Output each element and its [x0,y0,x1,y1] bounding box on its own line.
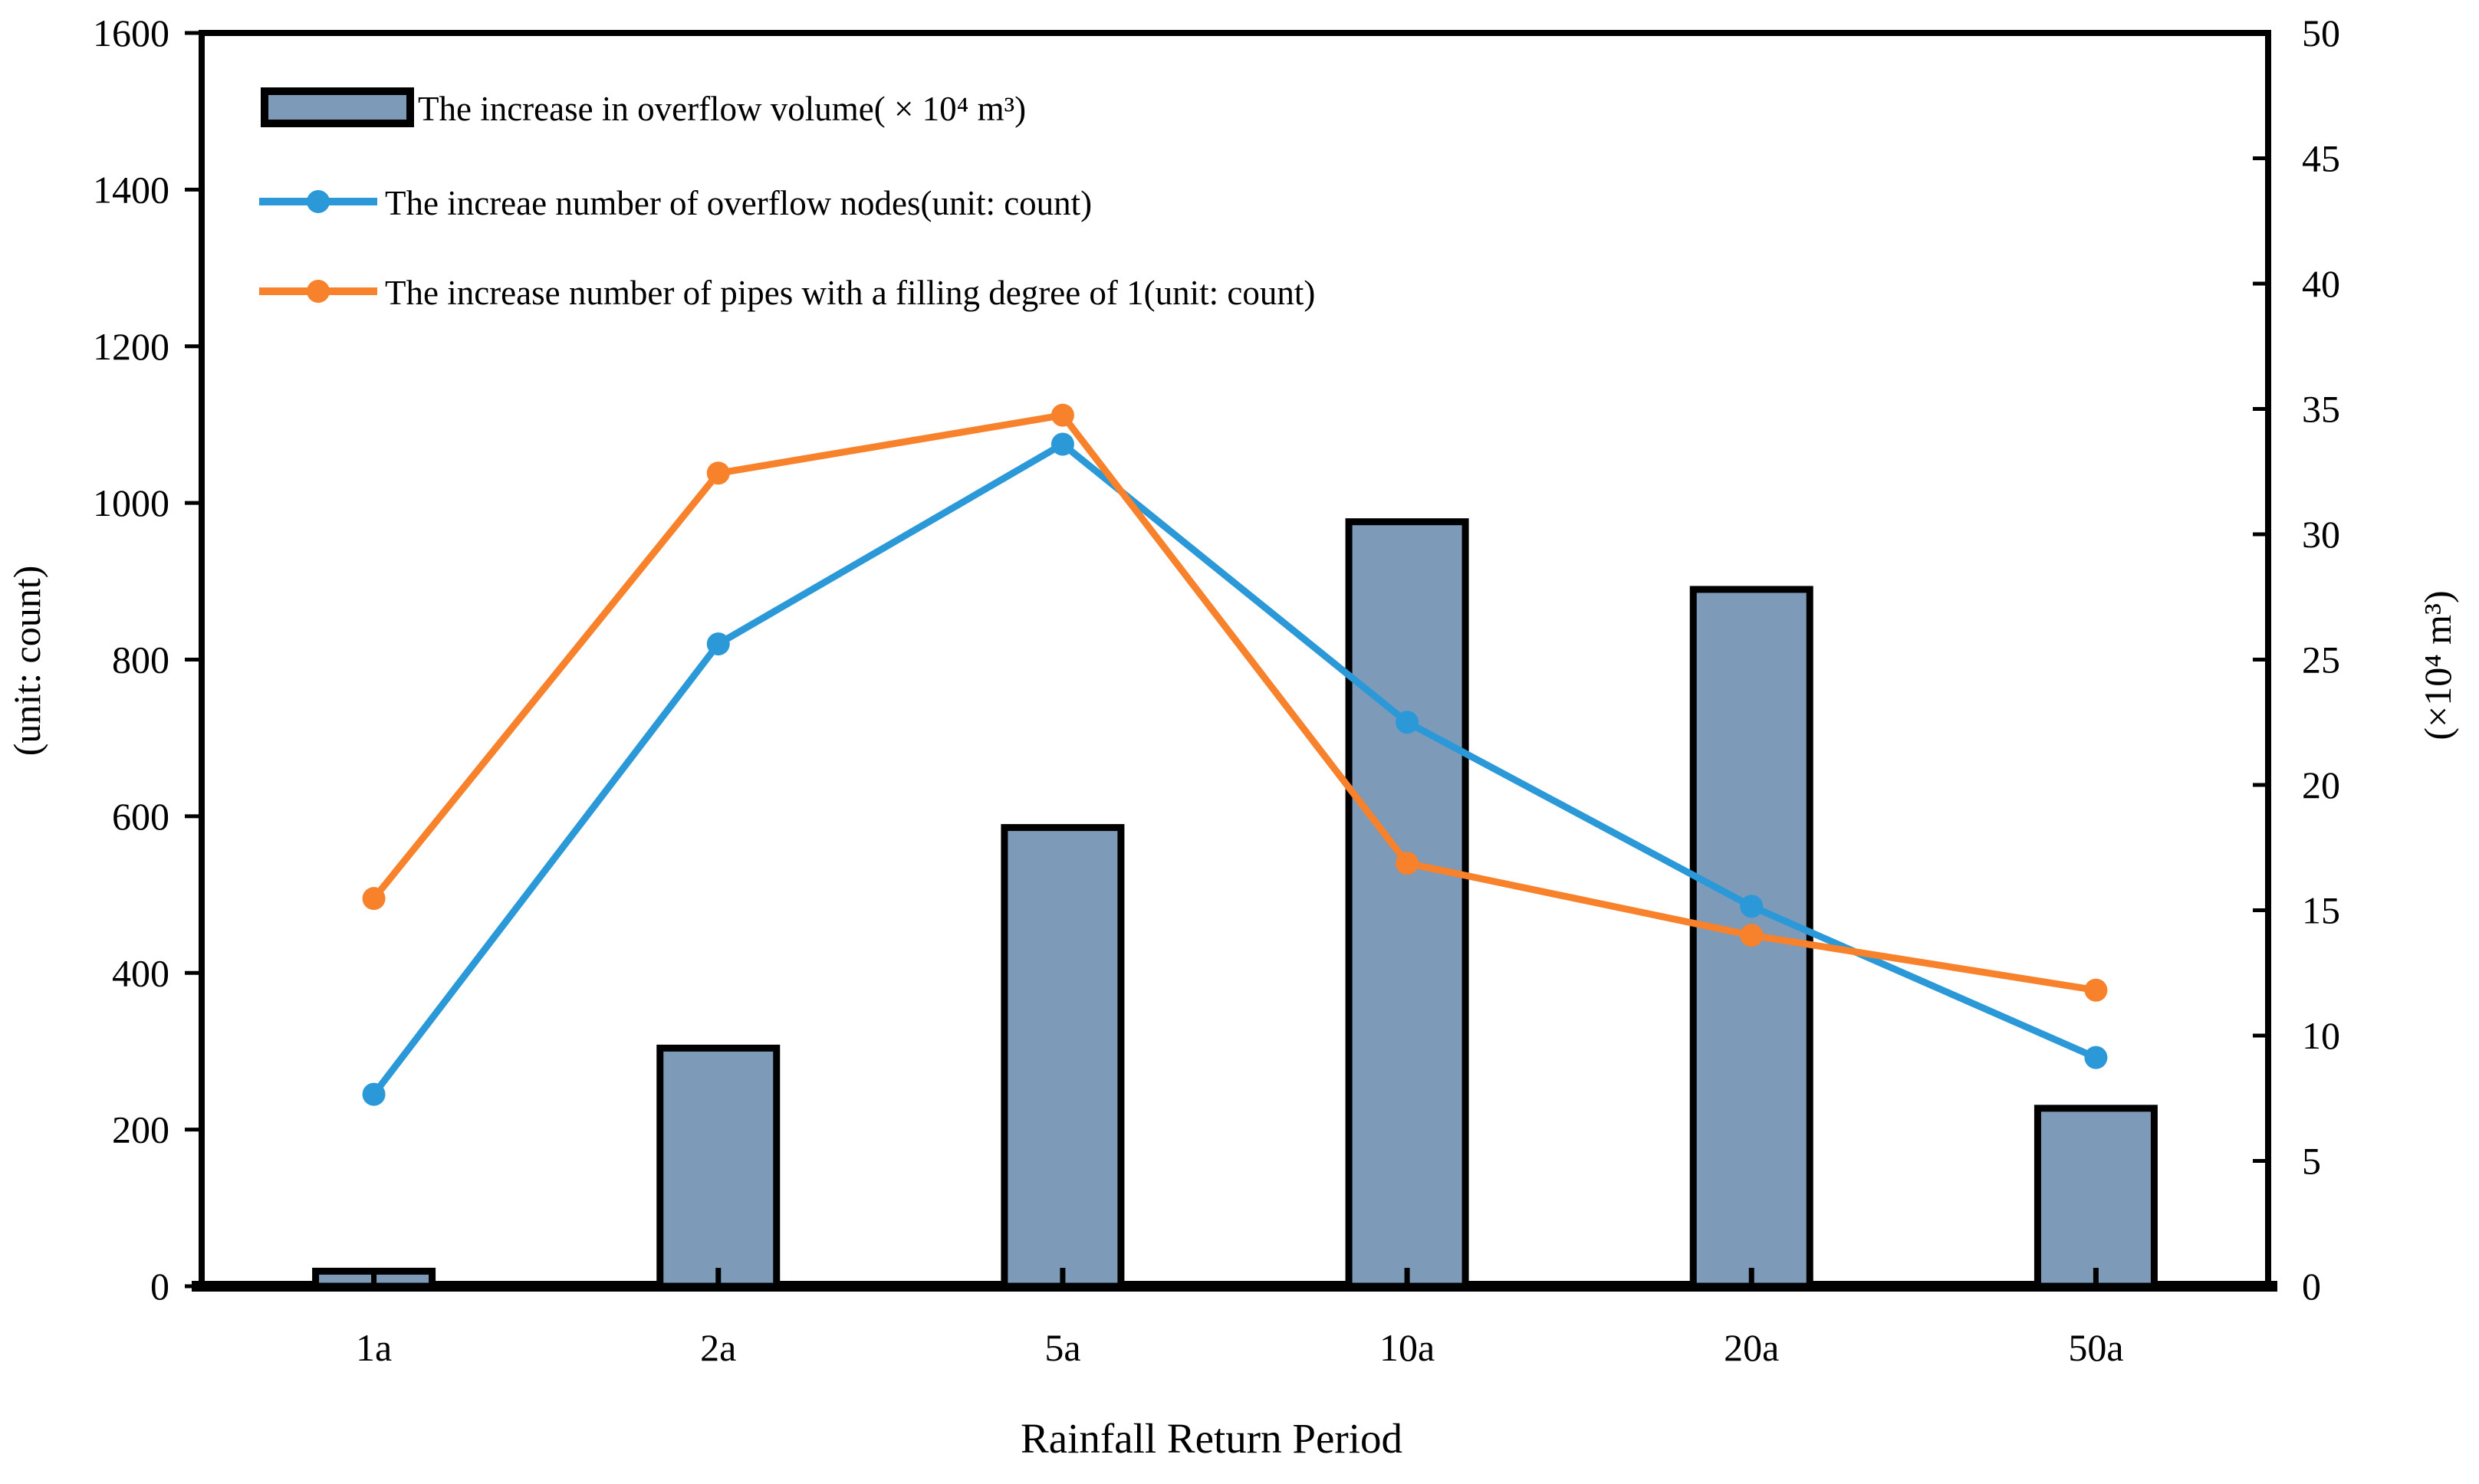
left-axis-tick-label: 1200 [93,325,169,368]
line-marker-50a [2084,978,2108,1002]
legend: The increase in overflow volume( × 10⁴ m… [259,87,1315,312]
bar-10a [1345,518,1469,1290]
legend-label-overflow-nodes: The increae number of overflow nodes(uni… [385,184,1092,222]
legend-label-overflow-volume: The increase in overflow volume( × 10⁴ m… [418,90,1026,128]
line-series [370,440,2099,1098]
left-axis-tick-label: 400 [112,951,169,994]
line-marker-2a [706,461,730,485]
right-axis-tick-label: 30 [2302,513,2340,556]
left-axis-tick-label: 600 [112,795,169,838]
right-axis-tick-label: 0 [2302,1265,2321,1308]
line-marker-20a [1740,895,1764,918]
right-axis-tick-label: 45 [2302,137,2340,180]
right-axis-tick-label: 20 [2302,763,2340,806]
left-axis-tick-label: 1600 [93,11,169,54]
x-axis-tick-label: 20a [1724,1326,1779,1369]
legend-marker-pipes [307,280,330,303]
line-series [370,412,2099,994]
left-axis-tick-label: 1000 [93,481,169,524]
right-axis-tick-label: 25 [2302,639,2340,681]
legend-marker-overflow-nodes [307,190,330,213]
right-axis-tick-label: 5 [2302,1140,2321,1183]
left-axis-tick-label: 200 [112,1108,169,1151]
line-marker-1a [362,1082,386,1106]
axis-ticks-layer: 0 200 400 600 800 1000 1200 1400 1600 0 5 10 15 20 25 3… [93,11,2340,1369]
bar-series-layer [312,518,2158,1290]
left-axis-tick-label: 1400 [93,168,169,211]
right-axis-tick-label: 40 [2302,262,2340,305]
x-axis-tick-label: 2a [700,1326,736,1369]
x-axis-tick-label: 10a [1379,1326,1435,1369]
left-axis-tick-label: 0 [150,1265,169,1308]
line-marker-10a [1396,711,1419,734]
x-axis-title: Rainfall Return Period [1021,1415,1402,1462]
left-axis-tick-label: 800 [112,639,169,681]
right-axis-tick-label: 35 [2302,388,2340,431]
x-axis-tick-label: 50a [2068,1326,2123,1369]
legend-label-pipes: The increase number of pipes with a fill… [385,274,1315,312]
line-marker-5a [1050,403,1074,427]
line-series-layer [362,403,2108,1106]
line-marker-10a [1396,852,1419,875]
bar-5a [1001,824,1125,1290]
line-marker-5a [1050,432,1074,456]
right-axis-tick-label: 50 [2302,11,2340,54]
left-axis-title: (unit: count) [5,566,48,757]
line-marker-20a [1740,924,1764,947]
x-axis-tick-label: 5a [1044,1326,1080,1369]
right-axis-tick-label: 15 [2302,889,2340,932]
bar-50a [2034,1105,2158,1290]
right-axis-tick-label: 10 [2302,1014,2340,1057]
line-marker-2a [706,632,730,656]
bar-2a [656,1044,781,1290]
line-marker-50a [2084,1046,2108,1069]
line-marker-1a [362,887,386,911]
x-axis-tick-label: 1a [356,1326,392,1369]
right-axis-title: (×10⁴ m³) [2416,590,2459,740]
legend-bar-swatch [261,87,414,127]
